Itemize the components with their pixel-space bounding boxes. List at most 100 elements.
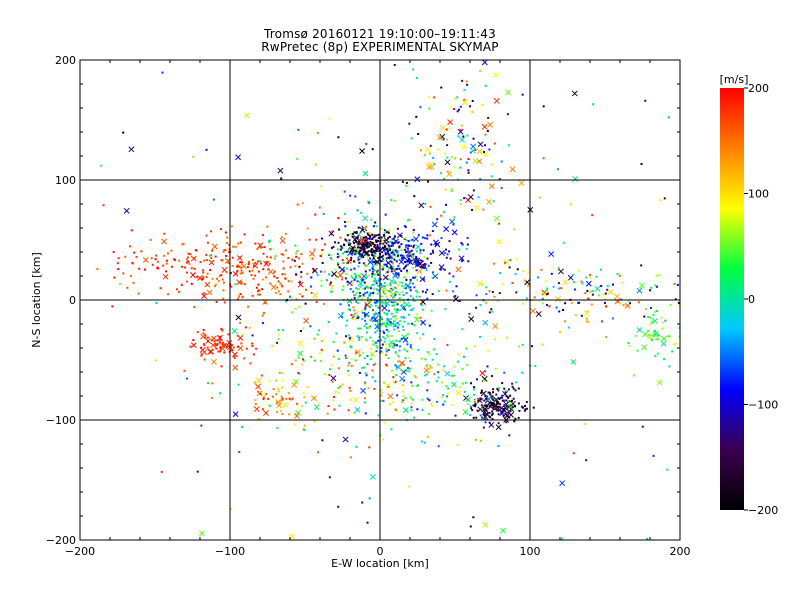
data-point-dot bbox=[204, 336, 207, 339]
data-point-dot bbox=[413, 300, 416, 303]
data-point-dot bbox=[419, 266, 422, 269]
data-point-dot bbox=[394, 364, 397, 367]
data-point-dot bbox=[419, 270, 422, 273]
data-point-dot bbox=[444, 308, 447, 311]
data-point-dot bbox=[466, 83, 469, 86]
data-point-dot bbox=[492, 391, 495, 394]
data-point-dot bbox=[376, 292, 379, 295]
data-point-dot bbox=[480, 398, 483, 401]
data-point-dot bbox=[280, 177, 283, 180]
data-point-dot bbox=[375, 241, 378, 244]
data-point-dot bbox=[214, 285, 217, 288]
data-point-dot bbox=[279, 400, 282, 403]
data-point-dot bbox=[475, 416, 478, 419]
data-point-dot bbox=[479, 304, 482, 307]
data-point-dot bbox=[433, 96, 436, 99]
data-point-dot bbox=[421, 260, 424, 263]
data-point-dot bbox=[601, 320, 604, 323]
data-point-dot bbox=[353, 297, 356, 300]
data-point-dot bbox=[474, 399, 477, 402]
data-point-dot bbox=[498, 222, 501, 225]
data-point-dot bbox=[360, 211, 363, 214]
data-point-dot bbox=[453, 374, 456, 377]
data-point-cross bbox=[420, 319, 427, 326]
data-point-dot bbox=[443, 400, 446, 403]
data-point-dot bbox=[328, 373, 331, 376]
data-point-dot bbox=[405, 264, 408, 267]
data-point-dot bbox=[251, 269, 254, 272]
data-point-cross bbox=[309, 250, 315, 257]
data-point-dot bbox=[394, 240, 397, 243]
data-point-dot bbox=[387, 244, 390, 247]
data-point-cross bbox=[585, 280, 592, 287]
data-point-dot bbox=[322, 212, 325, 215]
data-point-dot bbox=[385, 253, 388, 256]
data-point-dot bbox=[402, 256, 405, 259]
data-point-dot bbox=[412, 398, 415, 401]
data-point-dot bbox=[318, 206, 321, 209]
data-point-dot bbox=[496, 387, 499, 390]
data-point-dot bbox=[520, 405, 523, 408]
data-point-cross bbox=[482, 319, 489, 326]
data-point-dot bbox=[449, 105, 452, 108]
data-point-dot bbox=[396, 353, 399, 356]
data-point-dot bbox=[357, 258, 360, 261]
data-point-dot bbox=[347, 243, 350, 246]
data-point-dot bbox=[193, 267, 196, 270]
data-point-dot bbox=[411, 282, 414, 285]
data-point-dot bbox=[298, 306, 301, 309]
data-point-dot bbox=[421, 290, 424, 293]
data-point-dot bbox=[236, 269, 239, 272]
data-point-dot bbox=[557, 282, 560, 285]
data-point-dot bbox=[336, 261, 339, 264]
chart-subtitle: RwPretec (8p) EXPERIMENTAL SKYMAP bbox=[261, 40, 499, 54]
data-point-dot bbox=[398, 345, 401, 348]
data-point-dot bbox=[402, 390, 405, 393]
data-point-dot bbox=[371, 270, 374, 273]
data-point-dot bbox=[675, 342, 678, 345]
y-tick-label: −100 bbox=[46, 414, 76, 427]
data-point-dot bbox=[341, 312, 344, 315]
data-point-dot bbox=[476, 378, 479, 381]
data-point-dot bbox=[401, 291, 404, 294]
data-point-dot bbox=[415, 77, 418, 80]
data-point-dot bbox=[237, 242, 240, 245]
data-point-dot bbox=[505, 405, 508, 408]
data-point-dot bbox=[398, 293, 401, 296]
data-point-dot bbox=[369, 358, 372, 361]
x-tick-label: 0 bbox=[377, 545, 384, 558]
data-point-dot bbox=[409, 278, 412, 281]
data-point-dot bbox=[275, 379, 278, 382]
data-point-dot bbox=[510, 399, 513, 402]
data-point-dot bbox=[453, 365, 456, 368]
data-point-dot bbox=[339, 248, 342, 251]
data-point-dot bbox=[415, 115, 418, 118]
data-point-dot bbox=[606, 284, 609, 287]
data-point-dot bbox=[254, 261, 257, 264]
data-point-dot bbox=[376, 239, 379, 242]
data-point-dot bbox=[386, 231, 389, 234]
data-point-dot bbox=[580, 314, 583, 317]
data-point-dot bbox=[341, 246, 344, 249]
data-point-dot bbox=[640, 162, 643, 165]
data-point-dot bbox=[445, 256, 448, 259]
data-point-dot bbox=[377, 279, 380, 282]
data-point-dot bbox=[379, 389, 382, 392]
data-point-dot bbox=[400, 258, 403, 261]
data-point-dot bbox=[287, 290, 290, 293]
data-point-dot bbox=[196, 331, 199, 334]
data-point-dot bbox=[459, 105, 462, 108]
data-point-dot bbox=[667, 335, 670, 338]
data-point-dot bbox=[468, 312, 471, 315]
data-point-dot bbox=[291, 311, 294, 314]
data-point-dot bbox=[371, 264, 374, 267]
data-point-dot bbox=[449, 257, 452, 260]
data-point-dot bbox=[189, 345, 192, 348]
data-point-dot bbox=[334, 268, 337, 271]
data-point-dot bbox=[422, 278, 425, 281]
data-point-dot bbox=[271, 395, 274, 398]
data-point-dot bbox=[572, 452, 575, 455]
data-point-dot bbox=[444, 152, 447, 155]
data-point-dot bbox=[357, 226, 360, 229]
data-point-dot bbox=[415, 250, 418, 253]
